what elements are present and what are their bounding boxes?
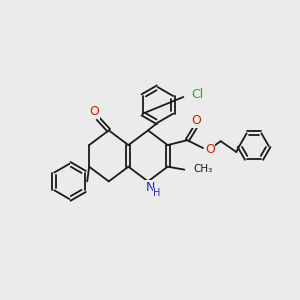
Text: N: N (145, 181, 155, 194)
Text: Cl: Cl (191, 88, 203, 100)
Text: O: O (191, 114, 201, 127)
Text: O: O (89, 105, 99, 118)
Text: H: H (153, 188, 161, 198)
Text: O: O (205, 142, 215, 155)
Text: CH₃: CH₃ (193, 164, 212, 174)
